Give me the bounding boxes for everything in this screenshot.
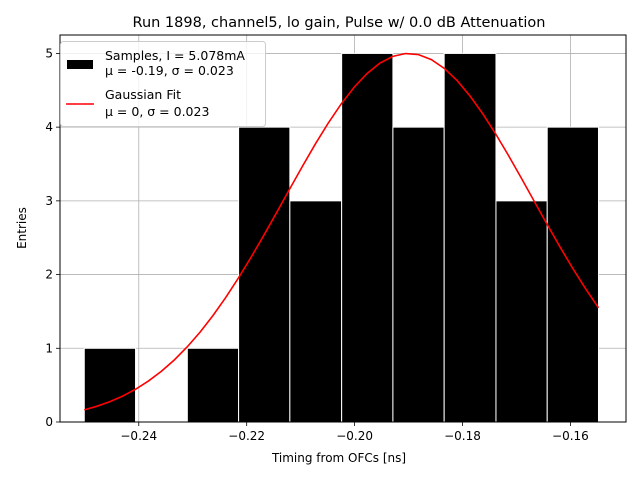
- x-tick-label: −0.16: [552, 429, 589, 443]
- gaussian-fit-curve: [84, 52, 600, 411]
- legend-samples-stats: μ = -0.19, σ = 0.023: [105, 63, 234, 78]
- histogram-bar: [341, 52, 394, 423]
- histogram-bars: [83, 52, 599, 423]
- x-tick-label: −0.24: [120, 429, 157, 443]
- y-tick-label: 5: [45, 46, 53, 60]
- legend-fit-stats: μ = 0, σ = 0.023: [105, 104, 209, 119]
- x-axis-label: Timing from OFCs [ns]: [271, 451, 406, 465]
- x-tick-label: −0.18: [444, 429, 481, 443]
- histogram-bar: [289, 200, 343, 423]
- y-tick-label: 3: [45, 194, 53, 208]
- plot-frame: [59, 34, 627, 423]
- histogram-bar: [392, 126, 445, 423]
- axis-ticks: −0.24 −0.22 −0.20 −0.18 −0.16 0 1 2 3 4 5: [45, 46, 588, 443]
- legend-fit-label: Gaussian Fit: [105, 87, 181, 102]
- gaussian-fit-layer: [84, 52, 600, 411]
- histogram-bar: [83, 347, 137, 423]
- legend-samples-label: Samples, I = 5.078mA: [105, 48, 245, 63]
- x-tick-label: −0.22: [228, 429, 265, 443]
- y-tick-label: 4: [45, 120, 53, 134]
- histogram-bar: [186, 347, 240, 423]
- legend: Samples, I = 5.078mA μ = -0.19, σ = 0.02…: [60, 41, 266, 127]
- chart-title: Run 1898, channel5, lo gain, Pulse w/ 0.…: [133, 15, 546, 31]
- legend-box: [60, 41, 266, 127]
- histogram-bar: [443, 52, 497, 423]
- histogram-bar: [238, 126, 291, 423]
- histogram-bar: [495, 200, 548, 423]
- y-tick-label: 0: [45, 415, 53, 429]
- y-tick-label: 2: [45, 268, 53, 282]
- x-tick-label: −0.20: [336, 429, 373, 443]
- y-axis-label: Entries: [15, 207, 29, 249]
- legend-samples-swatch: [67, 60, 93, 69]
- y-tick-label: 1: [45, 341, 53, 355]
- histogram-bar: [546, 126, 599, 423]
